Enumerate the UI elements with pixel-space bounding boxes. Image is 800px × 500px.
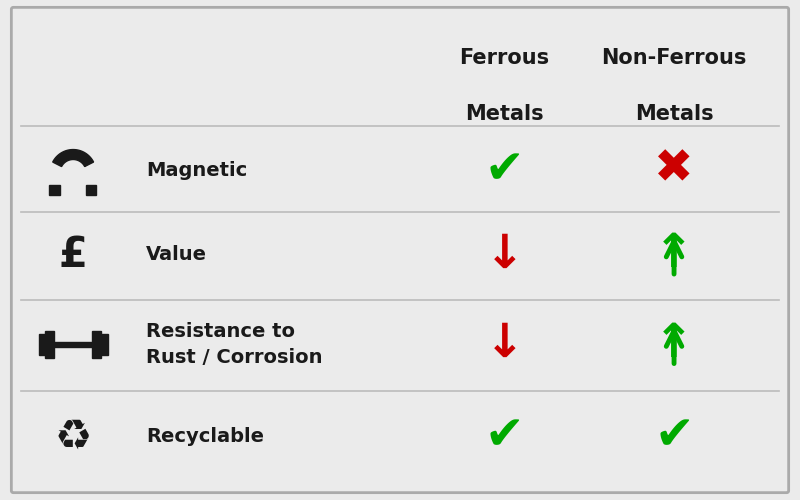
Bar — [54, 342, 92, 347]
Polygon shape — [53, 150, 94, 166]
Bar — [101, 334, 107, 355]
Text: ↑: ↑ — [654, 232, 694, 278]
Text: ✔: ✔ — [654, 414, 694, 460]
Bar — [38, 334, 46, 355]
Text: Ferrous

Metals: Ferrous Metals — [459, 48, 550, 124]
Text: Recyclable: Recyclable — [146, 428, 264, 446]
Text: £: £ — [58, 234, 88, 276]
Text: ↑: ↑ — [654, 322, 694, 367]
Bar — [86, 186, 96, 196]
Text: Magnetic: Magnetic — [146, 161, 247, 180]
Bar — [50, 186, 60, 196]
Text: ♻: ♻ — [54, 416, 92, 458]
FancyBboxPatch shape — [11, 8, 789, 492]
Text: ✔: ✔ — [485, 148, 525, 193]
Text: ↓: ↓ — [485, 322, 525, 367]
Text: Value: Value — [146, 246, 207, 264]
Bar — [46, 330, 54, 358]
Text: ↓: ↓ — [485, 232, 525, 278]
Text: Resistance to
Rust / Corrosion: Resistance to Rust / Corrosion — [146, 322, 322, 367]
Text: ✔: ✔ — [485, 414, 525, 460]
Text: ✖: ✖ — [654, 148, 694, 193]
Bar — [92, 330, 101, 358]
Text: Non-Ferrous

Metals: Non-Ferrous Metals — [602, 48, 746, 124]
